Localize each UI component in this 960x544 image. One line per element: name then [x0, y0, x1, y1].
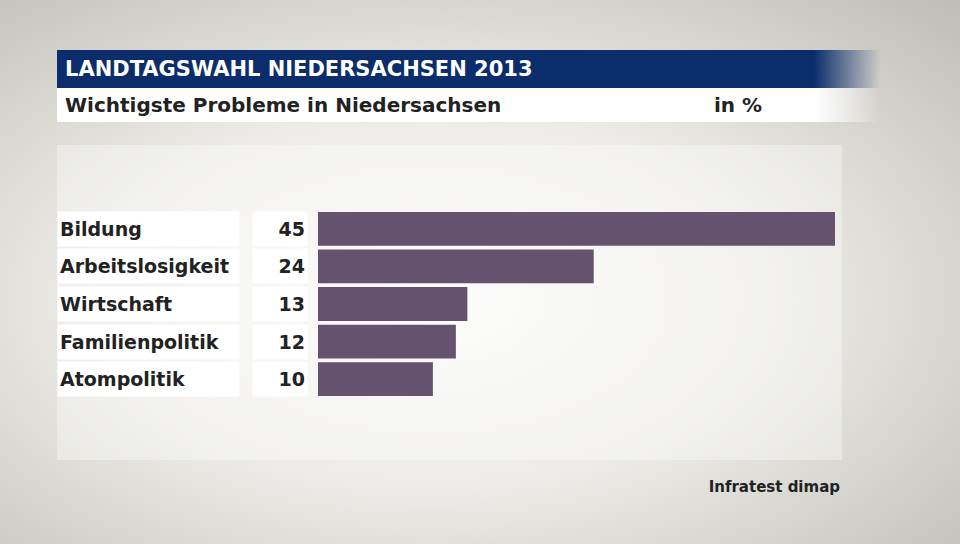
svg-text:Familienpolitik: Familienpolitik [60, 331, 219, 353]
svg-text:13: 13 [279, 293, 305, 315]
svg-text:10: 10 [279, 368, 305, 390]
html-text:Wichtigste Probleme in Nieders: Wichtigste Probleme in Niedersachsen [65, 93, 502, 117]
svg-text:Wirtschaft: Wirtschaft [60, 293, 172, 315]
html-text:Infratest dimap: Infratest dimap [708, 478, 840, 496]
svg-text:45: 45 [279, 218, 305, 240]
svg-text:24: 24 [279, 255, 305, 277]
svg-text:Bildung: Bildung [60, 218, 142, 240]
svg-text:Arbeitslosigkeit: Arbeitslosigkeit [60, 255, 229, 277]
svg-text:12: 12 [279, 331, 305, 353]
html-text:LANDTAGSWAHL NIEDERSACHSEN 201: LANDTAGSWAHL NIEDERSACHSEN 2013 [65, 57, 533, 81]
html-text:in %: in % [713, 93, 762, 117]
svg-text:Atompolitik: Atompolitik [60, 368, 185, 390]
